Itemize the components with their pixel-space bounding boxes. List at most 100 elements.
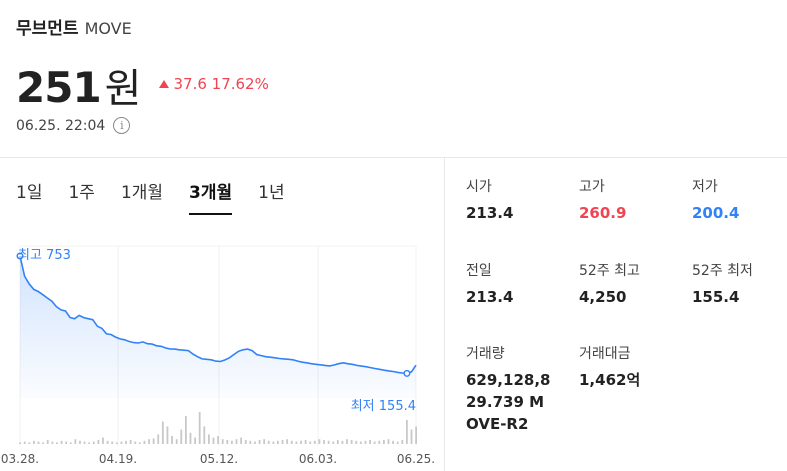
volume-bar	[97, 440, 100, 444]
volume-bar	[327, 440, 330, 444]
volume-bar	[129, 440, 132, 444]
stock-name: 무브먼트	[16, 19, 79, 39]
volume-bar	[415, 426, 417, 444]
volume-bar	[369, 440, 371, 444]
stat-volume: 거래량 629,128,829.739 MOVE-R2	[466, 343, 556, 435]
volume-bar	[346, 439, 348, 444]
info-icon[interactable]: i	[113, 117, 131, 134]
volume-bar	[189, 432, 192, 444]
volume-bar	[175, 439, 178, 444]
tab-1y[interactable]: 1년	[258, 183, 285, 203]
volume-bar	[33, 440, 35, 444]
stat-value: 1,462억	[579, 371, 641, 389]
volume-bar	[74, 439, 77, 444]
volume-bar	[115, 442, 118, 444]
volume-bar	[396, 441, 399, 444]
volume-bar	[304, 440, 307, 444]
volume-bar	[111, 441, 114, 444]
volume-bar	[166, 426, 169, 444]
x-tick-label: 06.25.	[397, 452, 435, 466]
volume-bar	[106, 440, 109, 444]
volume-bar	[161, 421, 164, 444]
stat-low: 저가 200.4	[692, 176, 787, 225]
volume-bar	[56, 442, 58, 444]
volume-bar	[244, 440, 247, 444]
volume-bar	[410, 429, 413, 444]
volume-bar	[313, 440, 316, 444]
volume-bar	[65, 441, 68, 444]
volume-bar	[23, 441, 26, 444]
volume-bar	[102, 437, 104, 444]
volume-bar	[184, 416, 187, 444]
volume-bar	[171, 436, 173, 444]
volume-bar	[79, 440, 81, 444]
volume-bar	[46, 440, 49, 444]
volume-bar	[254, 441, 256, 444]
volume-bar	[258, 440, 261, 444]
volume-bar	[286, 439, 289, 444]
stat-value: 213.4	[466, 204, 514, 222]
volume-bar	[290, 440, 293, 444]
price-line	[19, 255, 417, 375]
volume-bar	[277, 440, 279, 444]
volume-bar	[382, 440, 385, 444]
volume-bar	[272, 441, 275, 444]
stat-open: 시가 213.4	[466, 176, 576, 225]
volume-bar	[217, 436, 219, 444]
low-label: 최저 155.4	[351, 399, 416, 414]
volume-bar	[332, 441, 335, 444]
price-change: 37.6 17.62%	[159, 75, 269, 93]
tab-3m[interactable]: 3개월	[189, 178, 233, 215]
volume-bar	[134, 441, 137, 444]
volume-bar	[120, 441, 123, 444]
volume-bar	[249, 440, 252, 444]
volume-bar	[143, 440, 146, 444]
stat-value: 213.4	[466, 288, 514, 306]
volume-bar	[152, 438, 155, 444]
stat-label: 52주 최저	[692, 263, 753, 279]
stock-header: 무브먼트 MOVE	[16, 14, 132, 39]
stat-label: 고가	[579, 179, 605, 195]
high-label: 최고 753	[18, 248, 71, 263]
stat-high: 고가 260.9	[579, 176, 689, 225]
price-chart[interactable]: 최고 753 최저 155.4 03.28. 04.19. 05.12. 06.03. 06…	[0, 238, 444, 471]
tab-1d[interactable]: 1일	[16, 183, 43, 203]
volume-bar	[37, 441, 40, 444]
volume-bar	[355, 440, 358, 444]
period-tabs: 1일 1주 1개월 3개월 1년	[16, 178, 311, 215]
volume-bar	[295, 441, 298, 444]
tab-1m[interactable]: 1개월	[120, 183, 164, 203]
stat-label: 거래대금	[579, 346, 631, 362]
stat-label: 거래량	[466, 346, 505, 362]
divider	[0, 157, 787, 158]
volume-bar	[235, 439, 238, 444]
stat-52w-high: 52주 최고 4,250	[579, 260, 689, 309]
volume-bar	[51, 441, 54, 444]
volume-bar	[267, 440, 270, 444]
volume-bar	[405, 420, 408, 444]
current-price: 251	[16, 63, 102, 112]
volume-bar	[373, 441, 376, 444]
stat-prev: 전일 213.4	[466, 260, 576, 309]
volume-bar	[378, 440, 381, 444]
volume-bar	[300, 440, 302, 444]
stat-label: 저가	[692, 179, 718, 195]
volume-bar	[359, 441, 362, 444]
stat-value: 629,128,829.739 MOVE-R2	[466, 371, 551, 433]
x-tick-label: 06.03.	[299, 452, 337, 466]
volume-bar	[336, 440, 339, 444]
volume-bar	[198, 412, 201, 444]
volume-bar	[138, 442, 141, 444]
tab-1w[interactable]: 1주	[68, 183, 95, 203]
volume-bar	[88, 442, 91, 444]
volume-bar	[194, 437, 196, 444]
volume-bar	[69, 442, 72, 444]
volume-bar	[350, 440, 353, 444]
volume-bar	[180, 429, 183, 444]
high-point	[16, 252, 24, 260]
stat-label: 전일	[466, 263, 492, 279]
divider	[444, 157, 445, 471]
volume-bar	[392, 440, 394, 444]
stat-value: 260.9	[579, 204, 627, 222]
x-tick-label: 04.19.	[99, 452, 137, 466]
